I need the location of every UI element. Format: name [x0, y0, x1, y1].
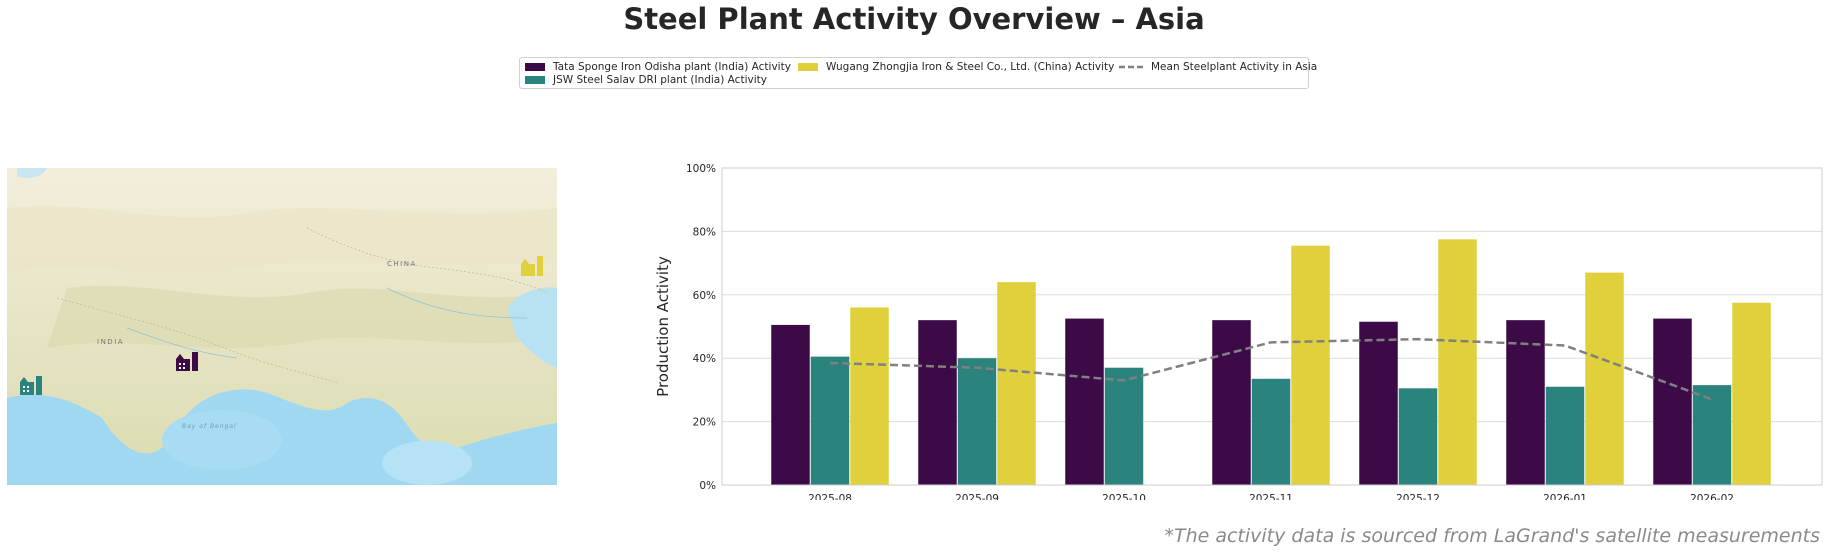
- x-tick-label: 2025-09: [955, 493, 999, 500]
- legend-label-wugang: Wugang Zhongjia Iron & Steel Co., Ltd. (…: [826, 61, 1115, 73]
- bar-series-1-2025-09: [957, 358, 997, 485]
- plot-frame: [721, 167, 1823, 486]
- bar-series-1-2025-10: [1104, 367, 1144, 485]
- y-tick-label: 60%: [693, 290, 716, 302]
- legend-swatch-jsw: [525, 76, 545, 84]
- y-tick-label: 0%: [699, 480, 716, 492]
- legend-swatch-wugang: [798, 63, 818, 71]
- y-tick-label: 20%: [693, 417, 716, 429]
- bar-series-0-2025-10: [1065, 318, 1104, 485]
- bar-series-0-2025-08: [771, 324, 810, 485]
- legend-item-jsw: JSW Steel Salav DRI plant (India) Activi…: [525, 74, 767, 86]
- y-axis-ticks: 0% 20% 40% 60% 80% 100%: [686, 163, 716, 492]
- bar-series-0-2025-12: [1359, 321, 1398, 485]
- x-tick-label: 2025-08: [808, 493, 852, 500]
- bar-series-1-2025-08: [810, 356, 850, 485]
- legend-label-tata: Tata Sponge Iron Odisha plant (India) Ac…: [553, 61, 791, 73]
- legend-swatch-mean: [1119, 65, 1143, 69]
- x-tick-label: 2026-02: [1690, 493, 1734, 500]
- map-graphic: CHINA INDIA Bay of Bengal: [7, 168, 557, 485]
- bar-series-2-2026-02: [1732, 302, 1771, 485]
- map-label-china: CHINA: [387, 260, 417, 268]
- asia-map: CHINA INDIA Bay of Bengal: [7, 168, 557, 485]
- x-tick-label: 2025-12: [1396, 493, 1440, 500]
- x-tick-label: 2026-01: [1543, 493, 1587, 500]
- y-tick-label: 100%: [686, 163, 716, 175]
- mean-activity-line: [829, 337, 1713, 401]
- legend-swatch-tata: [525, 63, 545, 71]
- y-tick-label: 80%: [693, 226, 716, 238]
- factory-icon-wugang: [521, 256, 543, 276]
- legend-label-jsw: JSW Steel Salav DRI plant (India) Activi…: [553, 74, 767, 86]
- bar-chart: 0% 20% 40% 60% 80% 100% 2025-08 2025-09 2025-10…: [654, 163, 1823, 500]
- y-tick-label: 40%: [693, 353, 716, 365]
- legend-item-tata: Tata Sponge Iron Odisha plant (India) Ac…: [525, 61, 791, 73]
- legend-label-mean: Mean Steelplant Activity in Asia: [1151, 61, 1318, 73]
- bar-series-0-2026-02: [1653, 318, 1692, 485]
- map-label-bay-of-bengal: Bay of Bengal: [182, 423, 237, 430]
- factory-icon-jsw: [20, 376, 42, 395]
- bar-series-2-2025-11: [1291, 245, 1330, 485]
- y-axis-label: Production Activity: [654, 256, 672, 397]
- bar-series-2-2025-08: [850, 307, 889, 485]
- chart-bars: [771, 239, 1771, 485]
- x-tick-label: 2025-10: [1102, 493, 1146, 500]
- map-label-india: INDIA: [97, 338, 124, 346]
- x-axis-ticks: 2025-08 2025-09 2025-10 2025-11 2025-12 2026-…: [808, 493, 1734, 500]
- bar-series-2-2026-01: [1585, 272, 1624, 485]
- factory-icon-tata: [176, 352, 198, 371]
- mean-line: [829, 337, 1713, 401]
- bar-series-1-2026-02: [1692, 385, 1732, 485]
- data-source-footnote: *The activity data is sourced from LaGra…: [1164, 525, 1820, 547]
- bar-series-0-2026-01: [1506, 320, 1545, 485]
- x-tick-label: 2025-11: [1249, 493, 1293, 500]
- legend-item-wugang: Wugang Zhongjia Iron & Steel Co., Ltd. (…: [798, 61, 1114, 73]
- bar-series-2-2025-09: [997, 282, 1036, 485]
- legend-item-mean: Mean Steelplant Activity in Asia: [1119, 61, 1317, 73]
- bar-series-0-2025-09: [918, 320, 957, 485]
- page-title: Steel Plant Activity Overview – Asia: [623, 2, 1205, 36]
- bar-series-1-2025-12: [1398, 388, 1438, 485]
- bar-series-0-2025-11: [1212, 320, 1251, 485]
- bar-series-2-2025-12: [1438, 239, 1477, 485]
- bar-series-1-2025-11: [1251, 378, 1291, 485]
- chart-legend: Tata Sponge Iron Odisha plant (India) Ac…: [519, 57, 1317, 89]
- bar-series-1-2026-01: [1545, 386, 1585, 485]
